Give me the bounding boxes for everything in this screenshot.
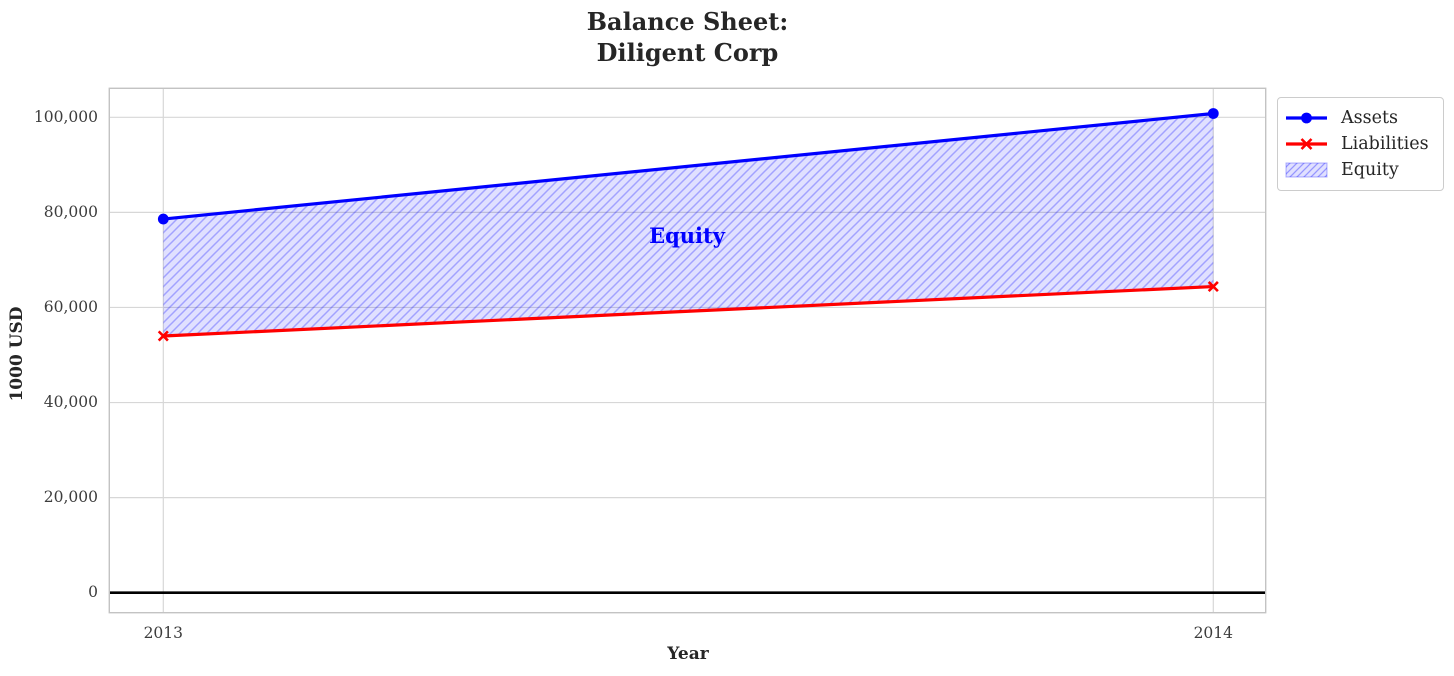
legend-item-equity: Equity — [1285, 157, 1435, 183]
legend-label-equity: Equity — [1341, 160, 1399, 180]
legend-label-assets: Assets — [1341, 108, 1398, 128]
chart-title-line2: Diligent Corp — [596, 38, 779, 67]
ytick-0: 0 — [88, 583, 98, 602]
legend-item-assets: Assets — [1285, 105, 1435, 131]
equity-annotation: Equity — [649, 223, 725, 248]
ytick-100000: 100,000 — [33, 107, 98, 126]
ytick-80000: 80,000 — [43, 202, 98, 221]
liabilities-line-icon — [1286, 138, 1327, 150]
xtick-2014: 2014 — [1193, 624, 1234, 642]
xtick-2013: 2013 — [143, 624, 184, 642]
legend-label-liabilities: Liabilities — [1341, 134, 1429, 154]
chart-title: Balance Sheet: Diligent Corp — [0, 6, 1375, 68]
x-axis-label: Year — [667, 644, 709, 664]
assets-line-icon — [1286, 112, 1327, 124]
legend-item-liabilities: Liabilities — [1285, 131, 1435, 157]
ytick-40000: 40,000 — [43, 393, 98, 412]
ytick-60000: 60,000 — [43, 297, 98, 316]
chart-title-line1: Balance Sheet: — [586, 7, 789, 36]
ytick-20000: 20,000 — [43, 488, 98, 507]
y-axis-label: 1000 USD — [7, 306, 27, 402]
legend: Assets Liabilities Equity — [1277, 97, 1444, 191]
equity-swatch-icon — [1285, 162, 1328, 178]
